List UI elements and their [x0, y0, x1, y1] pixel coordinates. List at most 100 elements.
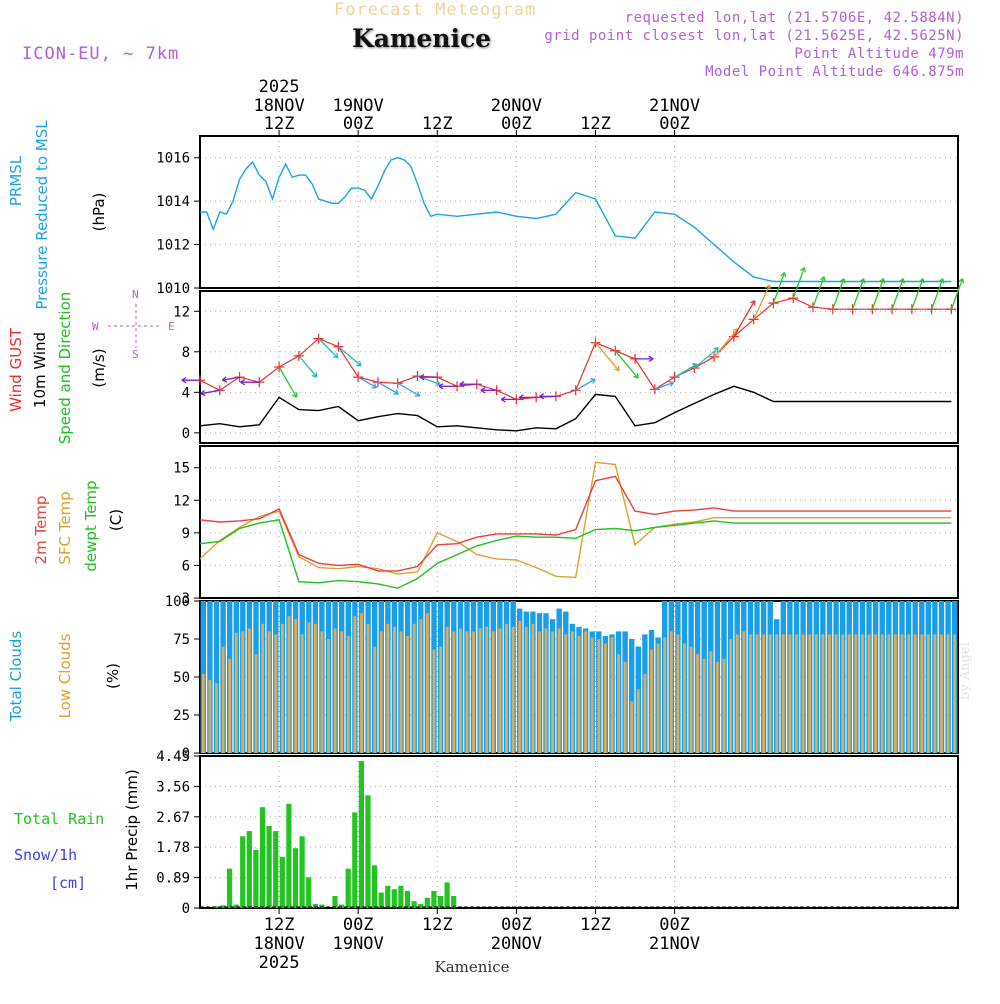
y-tick-label: 6	[182, 558, 190, 574]
gust-line	[200, 298, 951, 399]
low-cloud-bar	[380, 631, 383, 753]
low-cloud-bar	[222, 647, 225, 753]
low-cloud-bar	[584, 631, 587, 753]
time-day-top: 20NOV	[491, 96, 542, 116]
low-cloud-bar	[611, 638, 614, 754]
low-cloud-bar	[901, 634, 904, 753]
wind-barb	[872, 279, 883, 310]
compass-south: S	[132, 348, 139, 361]
low-cloud-bar	[802, 634, 805, 753]
model-altitude: Model Point Altitude 646.875m	[705, 64, 964, 80]
time-hour-top: 12Z	[422, 114, 453, 134]
low-cloud-bar	[202, 674, 205, 753]
low-cloud-bar	[228, 659, 231, 753]
low-cloud-bar	[630, 701, 633, 753]
y-tick-label: 50	[173, 670, 190, 686]
low-cloud-bar	[307, 622, 310, 753]
wind-barb	[892, 279, 903, 310]
wind-barb	[734, 301, 755, 337]
rain-bar	[346, 869, 351, 908]
wind-barb	[378, 382, 398, 394]
rain-bar	[405, 891, 410, 908]
time-hour-bottom: 12Z	[264, 915, 295, 935]
low-cloud-bar	[241, 631, 244, 753]
wind-barb	[675, 364, 698, 377]
temp-unit-label: (C)	[107, 509, 125, 531]
rain-bar	[379, 893, 384, 908]
rain-bar	[293, 848, 298, 908]
low-cloud-bar	[314, 624, 317, 753]
snow-label: Snow/1h	[14, 846, 77, 864]
low-cloud-bar	[327, 639, 330, 753]
low-cloud-bar	[400, 631, 403, 753]
low-cloud-bar	[624, 662, 627, 753]
low-cloud-bar	[597, 639, 600, 753]
low-cloud-bar	[578, 636, 581, 753]
time-year-bottom: 2025	[259, 953, 300, 973]
low-cloud-bar	[248, 628, 251, 753]
rain-bar	[240, 836, 245, 908]
time-day-bottom: 20NOV	[491, 934, 542, 954]
snow-unit-label: [cm]	[50, 874, 86, 892]
time-hour-top: 12Z	[264, 114, 295, 134]
low-cloud-bar	[907, 634, 910, 753]
meteogram-title: Forecast Meteogram	[334, 0, 536, 20]
low-cloud-bar	[525, 627, 528, 753]
wind-barb	[833, 279, 844, 310]
low-cloud-bar	[360, 613, 363, 753]
time-hour-bottom: 12Z	[422, 915, 453, 935]
low-cloud-bar	[281, 624, 284, 753]
y-tick-label: 0	[182, 901, 190, 917]
time-hour-top: 12Z	[580, 114, 611, 134]
low-cloud-bar	[854, 634, 857, 753]
low-cloud-bar	[261, 624, 264, 753]
panel-frame	[200, 136, 958, 288]
low-cloud-bar	[393, 627, 396, 753]
y-tick-label: 1016	[156, 151, 190, 167]
low-cloud-bar	[426, 613, 429, 753]
low-cloud-bar	[472, 631, 475, 753]
y-tick-label: 75	[173, 632, 190, 648]
low-cloud-bar	[789, 634, 792, 753]
wind-barb	[398, 383, 420, 396]
footer-location: Kamenice	[435, 958, 510, 976]
low-cloud-bar	[861, 634, 864, 753]
low-cloud-bar	[604, 644, 607, 753]
low-cloud-bar	[762, 634, 765, 753]
compass-west: W	[92, 320, 99, 333]
low-cloud-bar	[419, 619, 422, 753]
low-cloud-bar	[433, 650, 436, 753]
low-cloud-bar	[564, 634, 567, 753]
watermark: by Angel	[958, 660, 978, 700]
low-cloud-bar	[782, 634, 785, 753]
rain-bar	[286, 804, 291, 908]
point-altitude: Point Altitude 479m	[794, 46, 964, 62]
y-tick-label: 9	[182, 526, 190, 542]
low-cloud-bar	[354, 616, 357, 753]
panel-frame	[200, 291, 958, 443]
rain-bar	[372, 865, 377, 908]
low-cloud-bar	[650, 650, 653, 753]
wind-barb	[299, 356, 317, 377]
rain-bar	[365, 795, 370, 908]
low-cloud-bar	[868, 634, 871, 753]
low-cloud-bar	[775, 634, 778, 753]
low-cloud-bar	[874, 634, 877, 753]
low-cloud-bar	[446, 627, 449, 753]
low-cloud-bar	[953, 634, 956, 753]
compass-east: E	[168, 320, 175, 333]
rain-bar	[273, 831, 278, 908]
low-cloud-bar	[512, 627, 515, 753]
low-cloud-bar	[268, 631, 271, 753]
low-cloud-bar	[235, 633, 238, 753]
low-cloud-bar	[920, 634, 923, 753]
low-cloud-bar	[756, 634, 759, 753]
low-cloud-bar	[835, 634, 838, 753]
time-hour-bottom: 00Z	[659, 915, 690, 935]
rain-bar	[398, 886, 403, 908]
low-cloud-bar	[947, 634, 950, 753]
wind-barb	[714, 329, 738, 357]
low-cloud-bar	[828, 634, 831, 753]
low-cloud-bar	[551, 631, 554, 753]
